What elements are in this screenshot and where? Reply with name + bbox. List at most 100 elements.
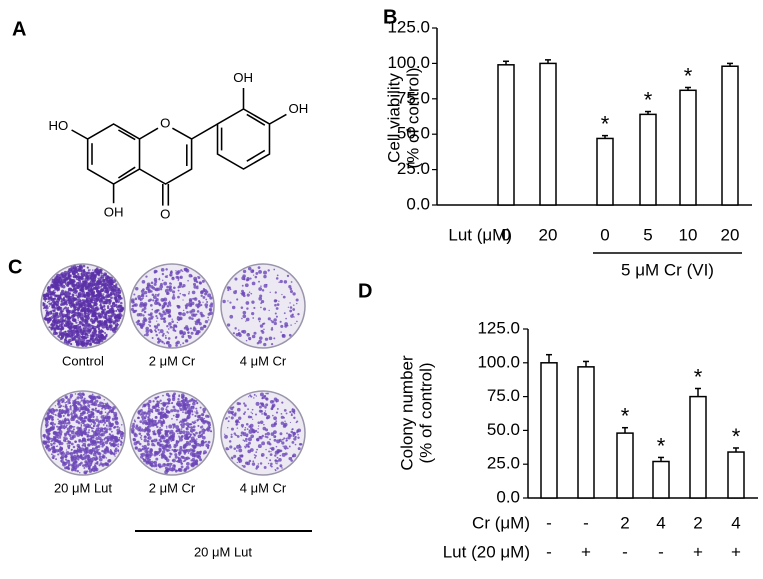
colony [256,402,260,406]
colony [87,342,90,345]
colony [100,429,103,432]
colony [55,409,58,412]
plate-label: 4 μM Cr [240,480,287,495]
colony [66,295,69,298]
colony [115,310,117,312]
colony [159,431,162,434]
colony [70,452,72,454]
colony [43,434,46,437]
colony [44,437,46,439]
colony [106,418,110,422]
colony [137,441,140,444]
colony [78,396,79,397]
colony [121,309,123,311]
colony [60,460,62,462]
colony [63,305,64,306]
colony [281,416,284,419]
colony [79,289,81,291]
colony [244,429,246,431]
colony [177,449,179,451]
colony [100,305,101,306]
colony [61,322,63,324]
colony [228,416,230,418]
colony [275,312,277,314]
colony [83,271,85,273]
colony-plates [41,264,305,475]
colony [201,314,203,316]
colony [167,292,170,295]
colony [151,282,154,285]
colony [152,293,155,296]
colony [137,320,140,323]
colony [102,405,105,408]
significance: * [732,424,741,449]
colony [194,321,196,323]
colony [292,308,295,311]
colony [76,336,79,339]
atom-label: OH [289,101,309,116]
colony [210,431,212,433]
colony [169,282,171,284]
colony [232,406,234,408]
colony [50,324,52,326]
colony [165,469,168,472]
colony [89,313,91,315]
colony [66,319,70,323]
colony [151,443,154,446]
colony [233,455,236,458]
colony [281,421,284,424]
colony [176,419,178,421]
colony [94,312,97,315]
colony [92,269,93,270]
colony [280,450,282,452]
colony [265,410,266,411]
colony [113,322,116,325]
colony [169,449,171,451]
colony [148,436,152,440]
colony [238,334,241,337]
colony [247,433,249,435]
colony [275,462,276,463]
colony [246,307,248,309]
colony [178,280,179,281]
colony [196,438,197,439]
colony [189,448,192,451]
colony [173,392,176,395]
colony [106,334,108,336]
colony [291,281,293,283]
colony [110,444,113,447]
colony [290,306,293,309]
colony [139,432,142,435]
colony [88,339,90,341]
colony [293,304,295,306]
colony [188,316,191,319]
colony [117,449,119,451]
colony [263,275,266,278]
colony [276,277,279,280]
colony [237,408,241,412]
colony [190,439,193,442]
colony [159,455,160,456]
colony [51,323,53,325]
colony [87,438,89,440]
colony [98,338,101,341]
colony [101,272,103,274]
colony [92,393,94,395]
colony [238,448,242,452]
colony [102,325,106,329]
colony [166,427,168,429]
colony [241,292,244,295]
colony [233,290,237,294]
panel-label: A [12,18,26,40]
colony [168,400,171,403]
colony [197,415,200,418]
colony [251,412,252,413]
colony [63,293,65,295]
colony [152,309,154,311]
colony [182,419,184,421]
colony [180,276,183,279]
colony [95,432,97,434]
colony [155,409,158,412]
colony [275,470,277,472]
colony [113,427,115,429]
